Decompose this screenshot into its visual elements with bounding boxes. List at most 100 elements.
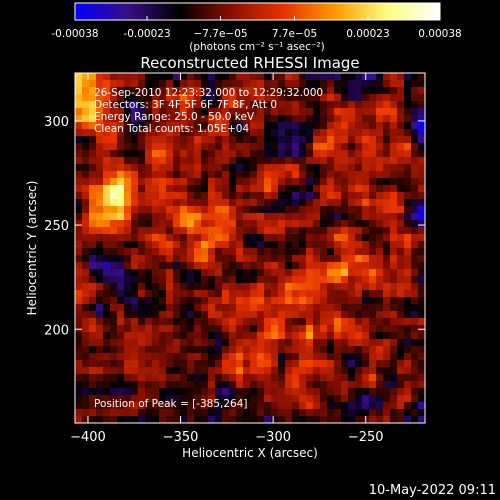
heatmap-cell	[173, 122, 181, 130]
heatmap-cell	[145, 346, 153, 354]
heatmap-cell	[299, 157, 307, 165]
heatmap-cell	[96, 276, 104, 284]
heatmap-cell	[334, 101, 342, 109]
heatmap-cell	[369, 388, 377, 396]
heatmap-cell	[194, 192, 202, 200]
heatmap-cell	[208, 101, 216, 109]
heatmap-cell	[194, 108, 202, 116]
heatmap-cell	[194, 332, 202, 340]
heatmap-cell	[152, 108, 160, 116]
heatmap-cell	[187, 94, 195, 102]
heatmap-cell	[362, 339, 370, 347]
heatmap-cell	[82, 213, 90, 221]
heatmap-cell	[166, 108, 174, 116]
heatmap-cell	[341, 276, 349, 284]
heatmap-cell	[355, 304, 363, 312]
heatmap-cell	[418, 388, 425, 396]
heatmap-cell	[194, 129, 202, 137]
heatmap-cell	[299, 206, 307, 214]
heatmap-cell	[194, 178, 202, 186]
heatmap-cell	[299, 332, 307, 340]
heatmap-cell	[404, 269, 412, 277]
heatmap-cell	[257, 122, 265, 130]
heatmap-cell	[299, 94, 307, 102]
heatmap-cell	[117, 297, 125, 305]
heatmap-cell	[152, 262, 160, 270]
heatmap-cell	[243, 143, 251, 151]
x-tick-label: −250	[348, 430, 384, 445]
heatmap-cell	[89, 150, 97, 158]
heatmap-cell	[355, 360, 363, 368]
heatmap-cell	[208, 311, 216, 319]
heatmap-cell	[243, 150, 251, 158]
heatmap-cell	[180, 80, 188, 88]
heatmap-cell	[369, 185, 377, 193]
heatmap-cell	[152, 311, 160, 319]
heatmap-cell	[166, 241, 174, 249]
heatmap-cell	[334, 276, 342, 284]
heatmap-cell	[229, 220, 237, 228]
heatmap-cell	[341, 73, 349, 81]
heatmap-cell	[327, 115, 335, 123]
heatmap-cell	[250, 241, 258, 249]
heatmap-cell	[89, 227, 97, 235]
heatmap-cell	[404, 143, 412, 151]
heatmap-cell	[327, 262, 335, 270]
heatmap-cell	[229, 346, 237, 354]
heatmap-cell	[355, 381, 363, 389]
heatmap-cell	[397, 227, 405, 235]
heatmap-cell	[355, 332, 363, 340]
heatmap-cell	[383, 178, 391, 186]
heatmap-cell	[278, 339, 286, 347]
heatmap-cell	[313, 227, 321, 235]
heatmap-cell	[159, 157, 167, 165]
heatmap-cell	[264, 416, 272, 423]
heatmap-cell	[341, 290, 349, 298]
heatmap-cell	[320, 108, 328, 116]
heatmap-cell	[103, 311, 111, 319]
heatmap-cell	[306, 122, 314, 130]
heatmap-cell	[117, 101, 125, 109]
heatmap-cell	[103, 220, 111, 228]
heatmap-cell	[152, 115, 160, 123]
heatmap-cell	[131, 108, 139, 116]
heatmap-cell	[334, 325, 342, 333]
heatmap-cell	[418, 409, 425, 417]
heatmap-cell	[334, 262, 342, 270]
heatmap-cell	[187, 409, 195, 417]
heatmap-cell	[201, 220, 209, 228]
heatmap-cell	[341, 199, 349, 207]
heatmap-cell	[397, 304, 405, 312]
heatmap-cell	[89, 367, 97, 375]
heatmap-cell	[180, 129, 188, 137]
heatmap-cell	[334, 353, 342, 361]
heatmap-cell	[75, 178, 83, 186]
heatmap-cell	[250, 402, 258, 410]
heatmap-cell	[117, 94, 125, 102]
heatmap-cell	[320, 248, 328, 256]
heatmap-cell	[264, 318, 272, 326]
heatmap-cell	[103, 101, 111, 109]
heatmap-cell	[215, 122, 223, 130]
heatmap-cell	[243, 346, 251, 354]
heatmap-cell	[145, 150, 153, 158]
heatmap-cell	[376, 248, 384, 256]
heatmap-cell	[222, 234, 230, 242]
heatmap-cell	[75, 227, 83, 235]
heatmap-cell	[194, 276, 202, 284]
heatmap-cell	[320, 269, 328, 277]
heatmap-cell	[103, 297, 111, 305]
heatmap-cell	[82, 241, 90, 249]
heatmap-cell	[418, 402, 425, 410]
heatmap-cell	[166, 262, 174, 270]
heatmap-cell	[110, 115, 118, 123]
heatmap-cell	[355, 346, 363, 354]
heatmap-cell	[404, 332, 412, 340]
heatmap-cell	[208, 192, 216, 200]
heatmap-cell	[229, 164, 237, 172]
heatmap-cell	[243, 157, 251, 165]
heatmap-cell	[411, 178, 419, 186]
heatmap-cell	[390, 325, 398, 333]
heatmap-cell	[397, 213, 405, 221]
heatmap-cell	[369, 255, 377, 263]
